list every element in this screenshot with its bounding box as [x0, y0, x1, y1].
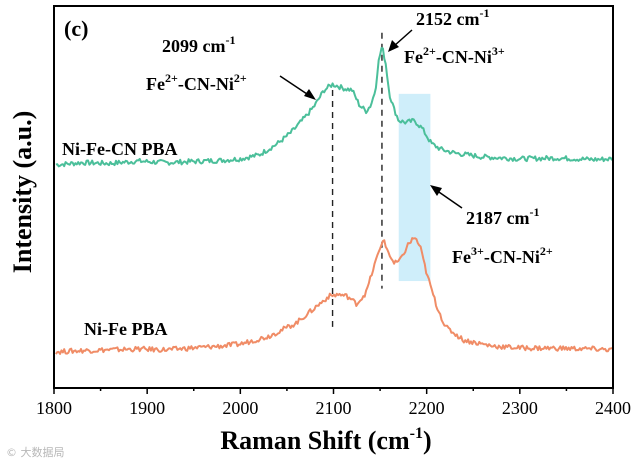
annotation-2152-arrow	[393, 29, 413, 47]
annotation-2152-assignment: Fe2+-CN-Ni3+	[404, 44, 505, 67]
annotation-2152-wavenumber: 2152 cm-1	[416, 6, 489, 29]
annotation-2187-arrow	[435, 189, 463, 209]
series-label-ni-fe-cn-pba: Ni-Fe-CN PBA	[62, 139, 177, 159]
x-axis-ticks	[53, 388, 614, 394]
series-label-ni-fe-pba: Ni-Fe PBA	[84, 319, 167, 339]
x-tick-label-2200: 2200	[409, 398, 445, 418]
x-tick-label-1900: 1900	[129, 398, 165, 418]
annotation-2099-assignment: Fe2+-CN-Ni2+	[146, 71, 247, 94]
annotation-2187-arrowhead	[430, 185, 442, 196]
panel-label: (c)	[64, 16, 88, 41]
x-tick-label-2100: 2100	[316, 398, 352, 418]
annotation-2152-arrowhead	[388, 40, 399, 52]
series-line-ni-fe-cn-pba	[55, 47, 613, 168]
annotation-2099-wavenumber: 2099 cm-1	[162, 33, 235, 56]
annotation-2187-wavenumber: 2187 cm-1	[466, 205, 539, 228]
x-tick-label-2300: 2300	[502, 398, 538, 418]
series-line-ni-fe-pba	[55, 237, 613, 355]
x-axis-tick-labels: 1800 1900 2000 2100 2200 2300 2400	[36, 398, 631, 418]
annotation-2187-assignment: Fe3+-CN-Ni2+	[452, 244, 553, 267]
x-tick-label-2400: 2400	[595, 398, 631, 418]
x-axis-label: Raman Shift (cm-1)	[220, 425, 431, 455]
watermark: © 大数据局	[6, 446, 65, 459]
y-axis-label: Intensity (a.u.)	[8, 111, 37, 274]
annotation-2099-arrow	[279, 75, 311, 97]
annotation-2099-arrowhead	[304, 89, 316, 100]
x-tick-label-1800: 1800	[36, 398, 72, 418]
x-tick-label-2000: 2000	[222, 398, 258, 418]
highlight-band-2187	[398, 93, 431, 282]
